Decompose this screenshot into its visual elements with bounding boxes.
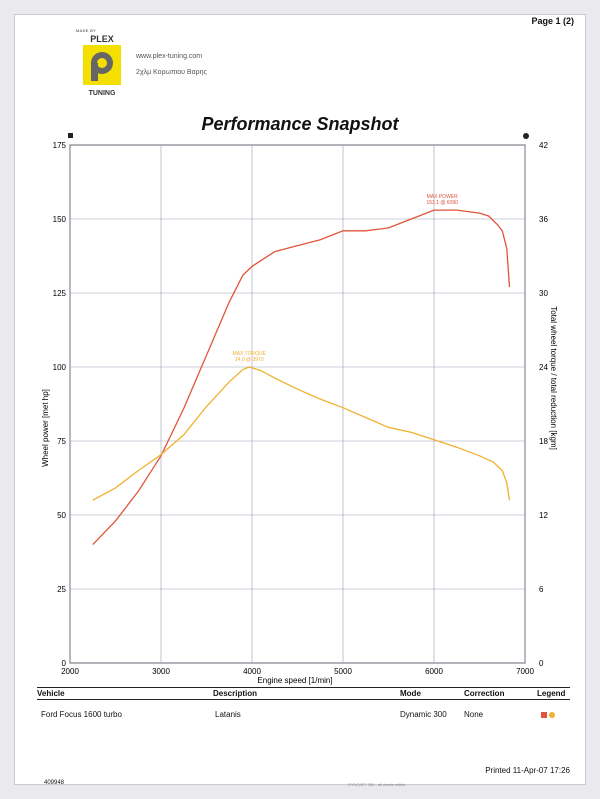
y-axis-label: Wheel power [met hp]: [41, 389, 50, 467]
y2-axis-label: Total wheel torque / total reduction [kg…: [549, 306, 558, 450]
y-tick-label: 25: [57, 585, 66, 594]
y2-tick-label: 42: [539, 141, 548, 150]
logo-top-text: MADE BY: [76, 28, 97, 33]
y-tick-label: 125: [53, 289, 67, 298]
x-tick-label: 7000: [516, 667, 534, 676]
cell-vehicle: Ford Focus 1600 turbo: [41, 710, 122, 719]
x-tick-label: 2000: [61, 667, 79, 676]
website-link[interactable]: www.plex-tuning.com: [136, 53, 203, 60]
x-axis-label: Engine speed [1/min]: [257, 676, 332, 685]
legend-power-swatch: [541, 712, 547, 718]
table-header: Vehicle Description Mode Correction Lege…: [37, 687, 570, 700]
annotation-power-label: MAX POWER: [427, 194, 459, 200]
y2-tick-label: 0: [539, 659, 544, 668]
page-number: Page 1 (2): [531, 16, 574, 26]
y-tick-label: 150: [53, 215, 67, 224]
col-legend: Legend: [537, 689, 566, 698]
y2-tick-label: 36: [539, 215, 548, 224]
y-tick-label: 0: [62, 659, 67, 668]
col-correction: Correction: [464, 689, 505, 698]
performance-chart: 2000 3000 4000 5000 6000 7000 0 25 50 75 100 125 150…: [41, 133, 558, 685]
cell-correction: None: [464, 710, 484, 719]
cell-description: Latanis: [215, 710, 241, 719]
document-id: 409948: [44, 780, 65, 786]
plot-frame: [69, 144, 526, 664]
corner-marker-right: [523, 133, 529, 139]
cell-mode: Dynamic 300: [400, 710, 447, 719]
x-tick-label: 3000: [152, 667, 170, 676]
y2-tick-label: 18: [539, 437, 548, 446]
y-tick-label: 50: [57, 511, 66, 520]
series-torque-line: [92, 366, 511, 501]
footnote: DYNOJET 250 - all charts within: [348, 782, 406, 787]
plex-logo: PLEX TUNING: [83, 34, 121, 97]
y2-tick-label: 24: [539, 363, 548, 372]
legend-torque-swatch: [549, 712, 555, 718]
x-tick-label: 5000: [334, 667, 352, 676]
logo-brand: PLEX: [90, 34, 114, 44]
y-tick-label: 175: [53, 141, 67, 150]
logo-sub: TUNING: [89, 90, 116, 97]
x-tick-label: 4000: [243, 667, 261, 676]
y2-tick-label: 12: [539, 511, 548, 520]
y2-tick-label: 6: [539, 585, 544, 594]
y-tick-label: 75: [57, 437, 66, 446]
address-text: 2χλμ Κορωπιου Βαρης: [136, 69, 207, 76]
annotation-torque-value: 24.0 @ 3970: [235, 357, 264, 363]
y2-tick-label: 30: [539, 289, 548, 298]
series: [92, 209, 511, 546]
chart-title: Performance Snapshot: [201, 114, 399, 134]
grid: [69, 144, 526, 664]
printed-timestamp: Printed 11-Apr-07 17:26: [485, 766, 570, 775]
y-tick-label: 100: [53, 363, 67, 372]
col-vehicle: Vehicle: [37, 689, 65, 698]
ticks: 2000 3000 4000 5000 6000 7000 0 25 50 75 100 125 150…: [53, 141, 549, 676]
series-power-line: [92, 209, 511, 546]
corner-marker-left: [68, 133, 73, 138]
x-tick-label: 6000: [425, 667, 443, 676]
page-border-inner: [14, 14, 586, 785]
annotation-torque-label: MAX TORQUE: [233, 351, 267, 357]
col-description: Description: [213, 689, 258, 698]
col-mode: Mode: [400, 689, 421, 698]
table-row: Ford Focus 1600 turbo Latanis Dynamic 30…: [37, 709, 570, 721]
annotation-power-value: 153.1 @ 6090: [426, 200, 458, 206]
